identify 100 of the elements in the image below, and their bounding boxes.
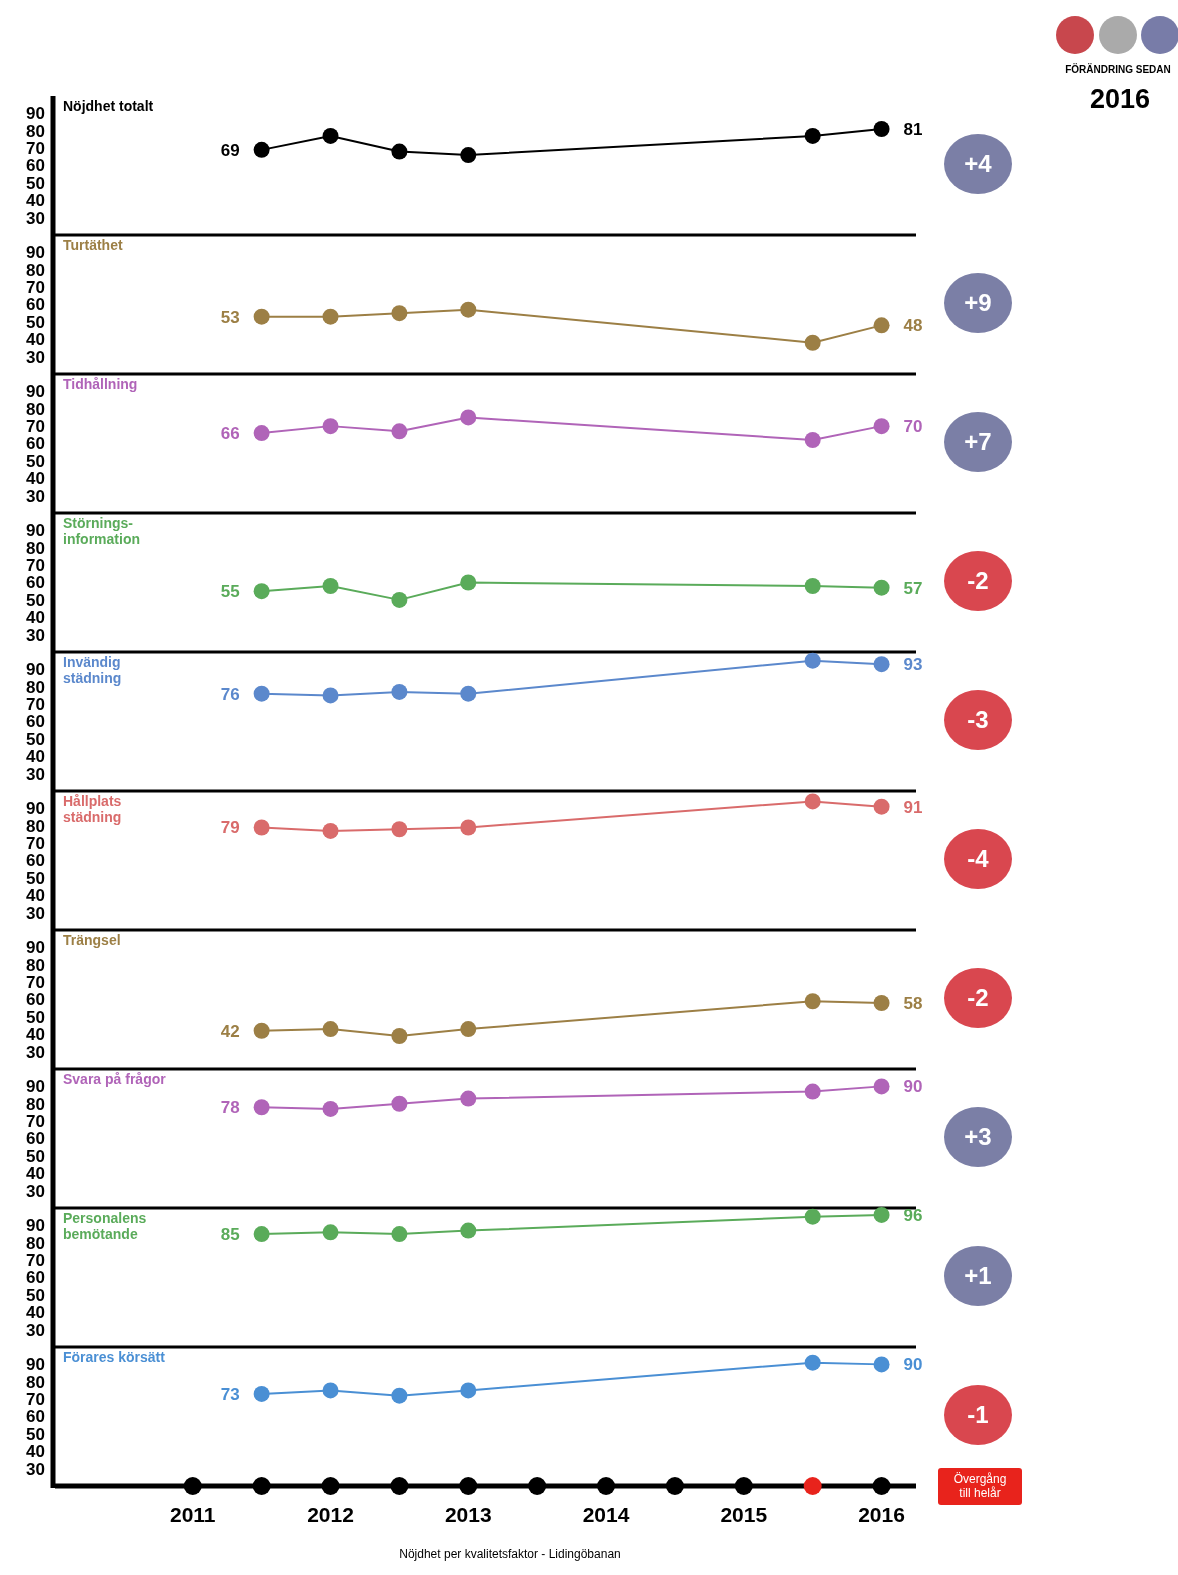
point [322,1382,339,1399]
data-label: 69 [220,140,240,160]
y-tick-label: 40 [26,1442,45,1462]
point [322,418,339,435]
y-tick-label: 80 [26,399,45,419]
y-tick-label: 40 [26,608,45,628]
data-label: 70 [903,417,923,437]
data-label: 53 [220,307,240,327]
point [391,1027,408,1044]
point [321,1477,340,1495]
text: Personalens bemötande [63,1210,147,1242]
y-tick-label: 40 [26,191,45,211]
point [872,1477,891,1495]
point [460,819,477,836]
text: -2 [967,984,989,1012]
point [253,1226,270,1243]
point [804,432,821,449]
y-tick-label: 70 [26,834,45,854]
y-tick-label: 30 [26,903,45,923]
point [322,577,339,594]
y-tick-label: 90 [26,243,45,263]
y-tick-label: 40 [26,1303,45,1323]
text: Störnings- information [63,515,140,547]
y-tick-label: 60 [26,851,45,871]
data-label: 57 [903,578,923,598]
point [804,1354,821,1371]
data-label: 90 [903,1355,923,1375]
point [460,1090,477,1107]
text: -3 [967,706,989,734]
point [460,685,477,702]
point [253,1099,270,1116]
y-tick-label: 60 [26,1129,45,1149]
y-tick-label: 30 [26,1320,45,1340]
data-label: 79 [220,818,240,838]
data-label: 81 [903,119,923,139]
point [391,1387,408,1404]
point [460,574,477,591]
text: Övergång till helår [953,1472,1007,1500]
point [391,1095,408,1112]
y-tick-label: 60 [26,990,45,1010]
point [804,1208,821,1225]
x-tick-label: 2011 [169,1503,216,1526]
point [734,1477,753,1495]
y-tick-label: 80 [26,121,45,141]
point [391,591,408,608]
text: Hållplats städning [63,793,122,825]
point [322,308,339,325]
y-tick-label: 80 [26,260,45,280]
point [460,1222,477,1239]
y-tick-label: 30 [26,764,45,784]
x-tick-label: 2014 [582,1503,630,1526]
text: Nöjdhet per kvalitetsfaktor - Lidingöbanan [399,1547,621,1561]
y-tick-label: 70 [26,139,45,159]
text: +3 [964,1123,992,1151]
point [253,583,270,600]
point [528,1477,547,1495]
point [322,1100,339,1117]
y-tick-label: 30 [26,625,45,645]
point [322,1021,339,1038]
point [391,683,408,700]
y-tick-label: 80 [26,955,45,975]
point [391,821,408,838]
point [804,127,821,144]
y-tick-label: 90 [26,382,45,402]
point [597,1477,616,1495]
text: +7 [964,428,992,456]
point [804,577,821,594]
y-tick-label: 80 [26,816,45,836]
point [873,579,890,596]
point [391,143,408,160]
x-tick-label: 2013 [444,1503,492,1526]
point [460,147,477,164]
y-tick-label: 40 [26,330,45,350]
y-tick-label: 50 [26,868,45,888]
x-tick-label: 2015 [720,1503,768,1526]
data-label: 58 [903,993,923,1013]
text: +4 [964,150,993,178]
point [873,656,890,673]
point [322,822,339,839]
y-tick-label: 50 [26,1007,45,1027]
y-tick-label: 70 [26,417,45,437]
point [253,819,270,836]
point [252,1477,271,1495]
data-label: 66 [220,424,240,444]
point [253,308,270,325]
data-label: 85 [220,1225,240,1245]
point [253,141,270,158]
y-tick-label: 80 [26,538,45,558]
x-tick-label: 2012 [307,1503,354,1526]
y-tick-label: 90 [26,660,45,680]
y-tick-label: 40 [26,747,45,767]
chart-title: Trängsel [63,932,121,948]
y-tick-label: 90 [26,1077,45,1097]
point [253,425,270,442]
point [460,1021,477,1038]
y-tick-label: 50 [26,1146,45,1166]
point [804,652,821,669]
y-tick-label: 50 [26,590,45,610]
y-tick-label: 50 [26,312,45,332]
point [873,994,890,1011]
